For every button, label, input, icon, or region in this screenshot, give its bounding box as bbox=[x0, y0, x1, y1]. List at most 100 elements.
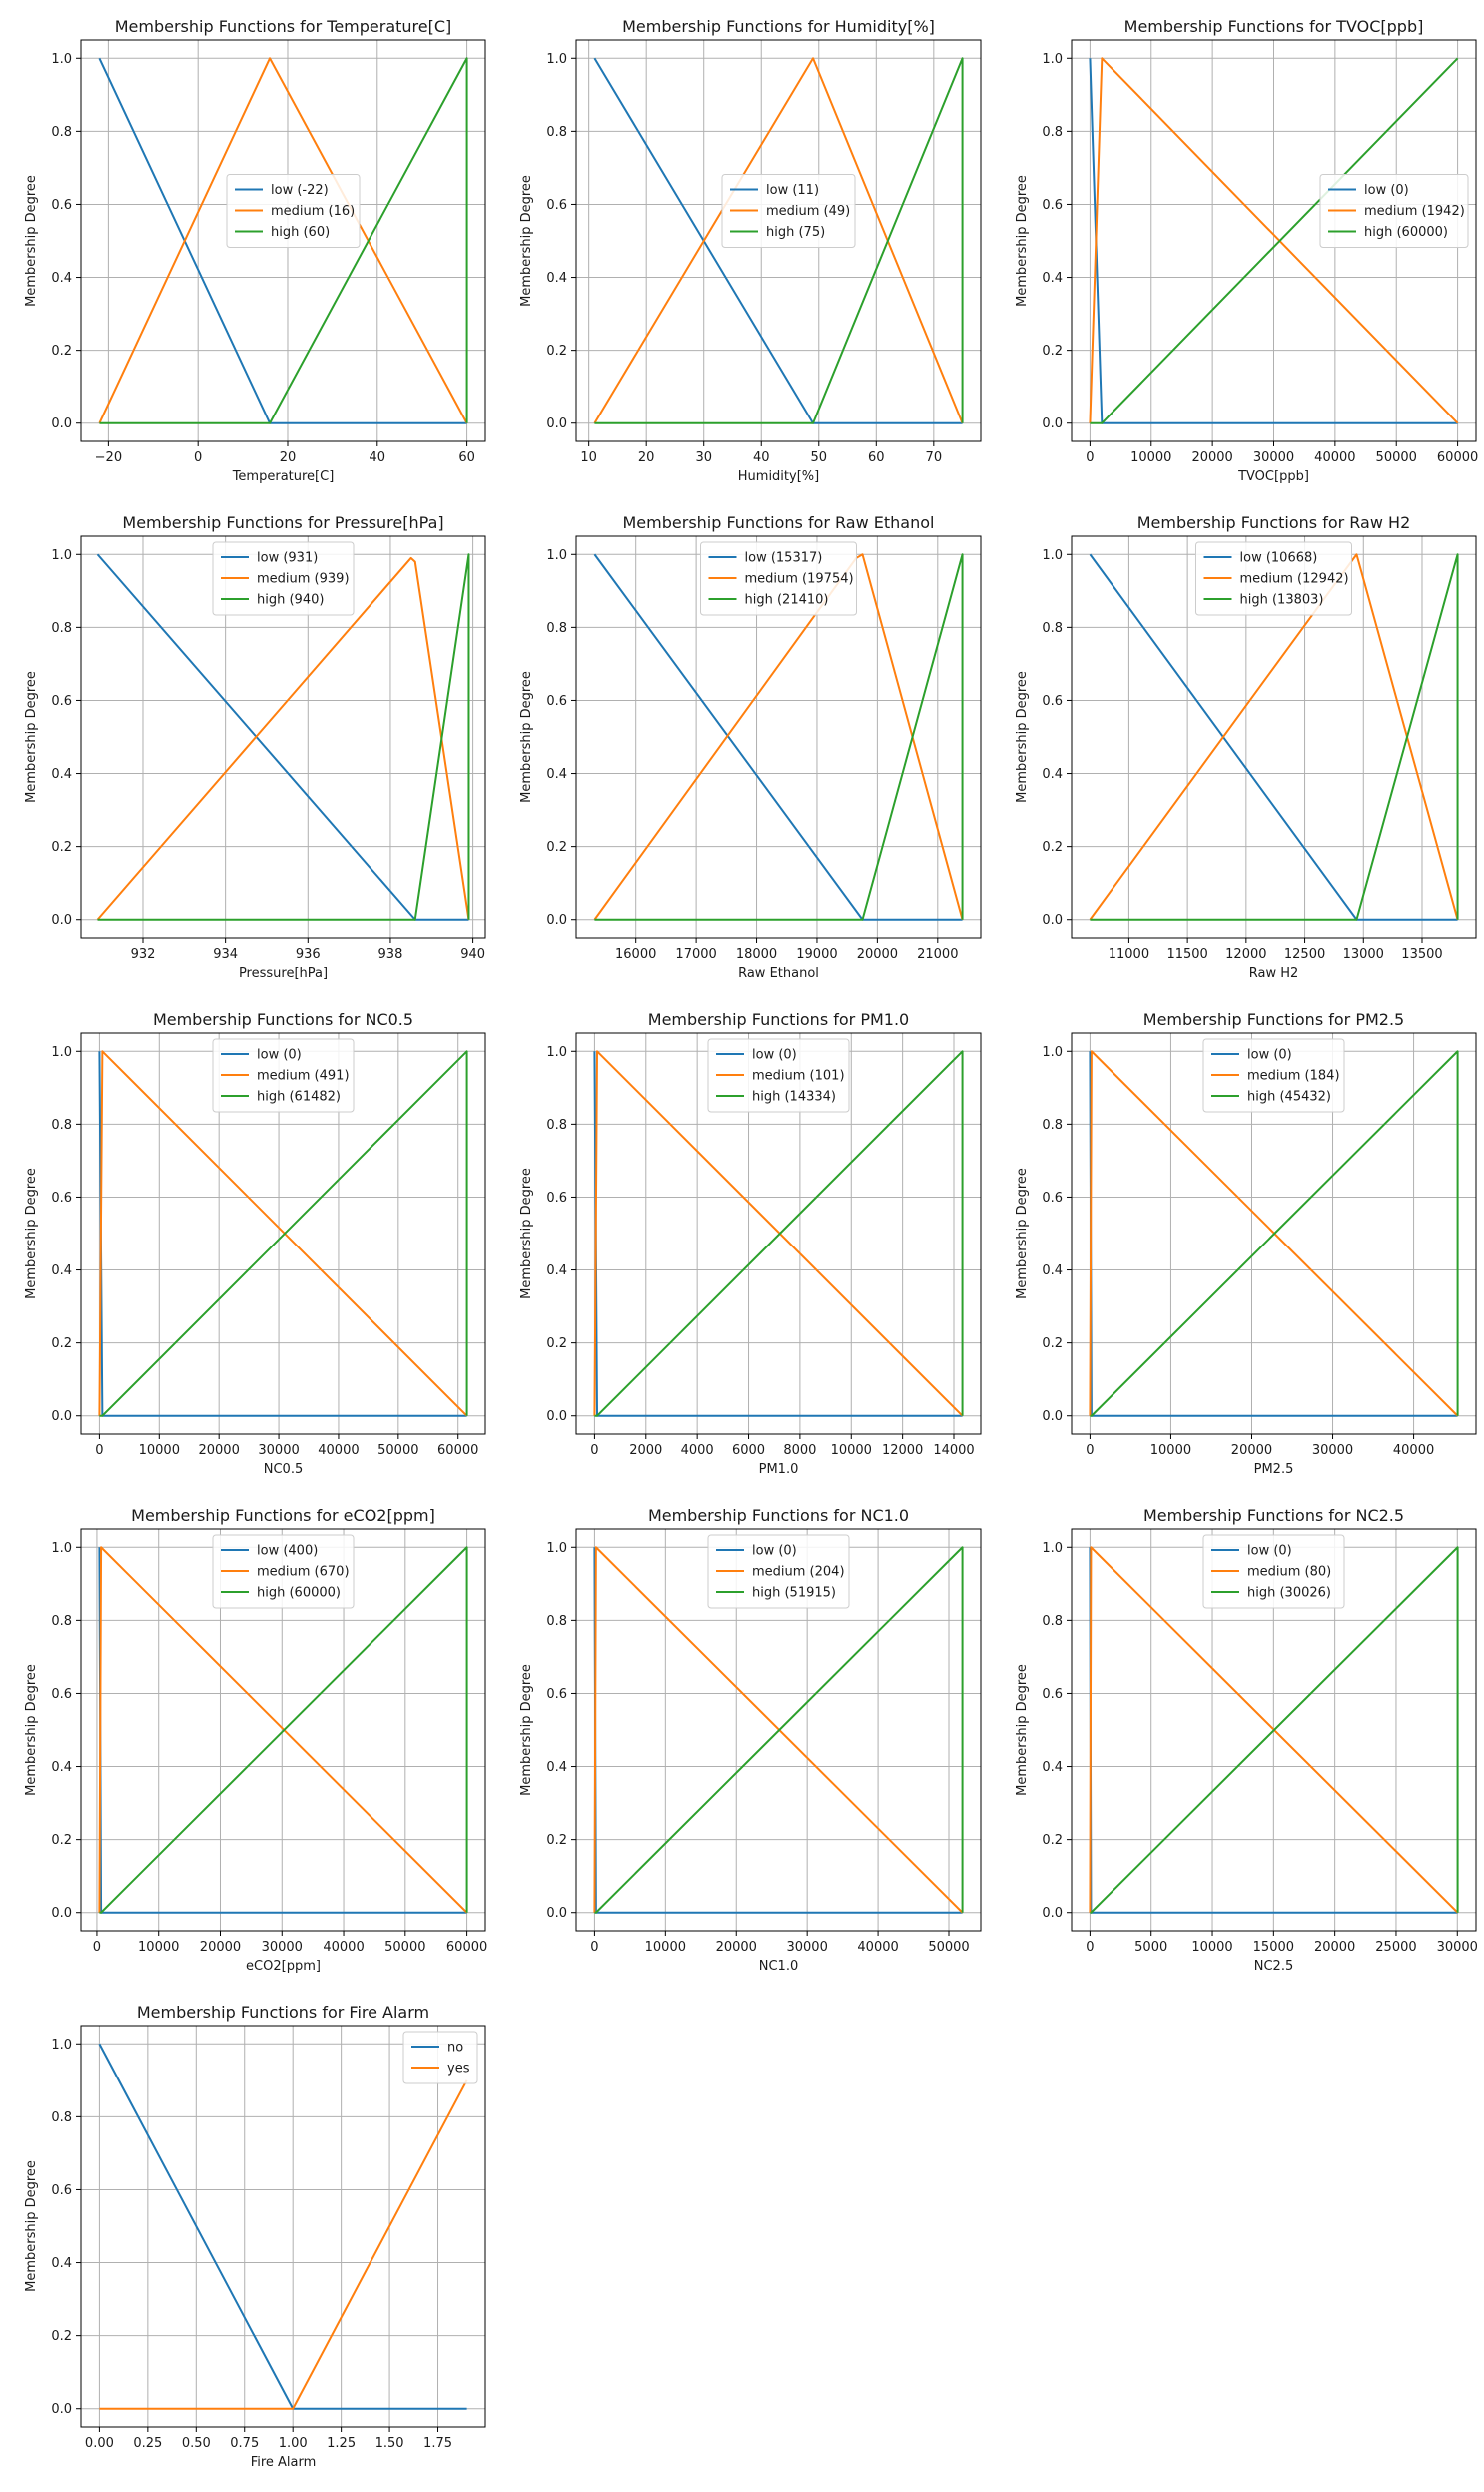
y-tick-label: 0.2 bbox=[51, 344, 72, 359]
legend-label: no bbox=[447, 2041, 463, 2056]
y-axis-label: Membership Degree bbox=[519, 1168, 534, 1299]
y-tick-label: 0.4 bbox=[1042, 1263, 1063, 1278]
x-axis-label: PM1.0 bbox=[759, 1462, 799, 1477]
series-line-2 bbox=[99, 2079, 468, 2410]
y-tick-label: 1.0 bbox=[51, 1045, 72, 1060]
x-tick-label: 20000 bbox=[1314, 1940, 1355, 1955]
y-tick-label: 0.6 bbox=[51, 694, 72, 709]
x-tick-label: 13500 bbox=[1401, 947, 1442, 962]
legend-label: low (-22) bbox=[271, 183, 329, 198]
axes-frame bbox=[80, 1032, 486, 1435]
legend: low (931) medium (939) high (940) bbox=[212, 541, 355, 616]
legend: low (0) medium (101) high (14334) bbox=[707, 1038, 850, 1113]
x-tick-label: 17000 bbox=[675, 947, 716, 962]
chart-title: Membership Functions for Pressure[hPa] bbox=[122, 513, 443, 532]
y-tick-label: 0.8 bbox=[51, 1118, 72, 1133]
y-tick-label: 0.2 bbox=[546, 840, 567, 855]
legend-box bbox=[1319, 174, 1469, 248]
x-tick-label: 0.25 bbox=[133, 2436, 162, 2451]
y-tick-label: 0.8 bbox=[1042, 1614, 1063, 1629]
x-tick-label: 30 bbox=[695, 450, 712, 465]
y-tick-label: 0.4 bbox=[1042, 271, 1063, 286]
legend-label: low (10668) bbox=[1240, 551, 1318, 566]
y-axis-label: Membership Degree bbox=[519, 671, 534, 803]
x-tick-label: −20 bbox=[95, 450, 122, 465]
y-tick-label: 0.6 bbox=[1042, 1687, 1063, 1702]
chart-title: Membership Functions for Fire Alarm bbox=[137, 2003, 429, 2022]
x-tick-label: 0 bbox=[1086, 1940, 1094, 1955]
chart-title: Membership Functions for PM1.0 bbox=[648, 1010, 909, 1029]
x-tick-label: 50000 bbox=[928, 1940, 969, 1955]
legend-label: medium (49) bbox=[766, 204, 850, 219]
series-line-1 bbox=[98, 2043, 467, 2410]
y-tick-label: 0.8 bbox=[1042, 621, 1063, 636]
y-tick-label: 0.0 bbox=[1042, 1906, 1063, 1921]
y-tick-label: 0.6 bbox=[546, 198, 567, 213]
y-axis-label: Membership Degree bbox=[24, 175, 39, 307]
legend: low (0) medium (491) high (61482) bbox=[212, 1038, 355, 1113]
legend-label: high (30026) bbox=[1247, 1586, 1331, 1601]
y-tick-label: 0.4 bbox=[1042, 1760, 1063, 1775]
x-tick-label: 932 bbox=[131, 947, 156, 962]
x-tick-label: 1.50 bbox=[375, 2436, 404, 2451]
y-tick-label: 0.4 bbox=[51, 2256, 72, 2271]
chart-panel-8: 0 2000 4000 6000 8000 10000 12000 14000 0.0 0.2 0.… bbox=[519, 1010, 982, 1477]
legend-label: medium (670) bbox=[257, 1565, 350, 1580]
y-axis-label: Membership Degree bbox=[1015, 175, 1030, 307]
legend-box bbox=[226, 174, 361, 248]
chart-panel-10: 0 10000 20000 30000 40000 50000 60000 0.0 0.2 0.4… bbox=[24, 1506, 487, 1974]
x-tick-label: 15000 bbox=[1253, 1940, 1294, 1955]
chart-title: Membership Functions for NC0.5 bbox=[153, 1010, 413, 1029]
x-axis-label: TVOC[ppb] bbox=[1237, 469, 1309, 484]
y-tick-label: 0.2 bbox=[51, 840, 72, 855]
x-tick-label: 50000 bbox=[384, 1940, 425, 1955]
y-tick-label: 0.0 bbox=[51, 1906, 72, 1921]
x-tick-label: 40000 bbox=[318, 1443, 359, 1458]
y-tick-label: 0.4 bbox=[546, 271, 567, 286]
x-axis-label: Raw H2 bbox=[1249, 966, 1299, 981]
chart-title: Membership Functions for NC2.5 bbox=[1143, 1506, 1404, 1525]
legend-label: medium (1942) bbox=[1364, 204, 1465, 219]
y-tick-label: 0.8 bbox=[1042, 1118, 1063, 1133]
y-tick-label: 0.8 bbox=[546, 1118, 567, 1133]
x-tick-label: 6000 bbox=[732, 1443, 765, 1458]
legend-label: yes bbox=[447, 2062, 470, 2077]
series-line-3 bbox=[1090, 553, 1459, 921]
axes-frame bbox=[575, 1528, 982, 1932]
series-line-2 bbox=[1089, 553, 1459, 921]
axes-frame bbox=[80, 39, 486, 442]
x-tick-label: 10000 bbox=[138, 1940, 179, 1955]
x-tick-label: 11000 bbox=[1109, 947, 1149, 962]
axes-frame bbox=[80, 2025, 486, 2428]
y-tick-label: 0.4 bbox=[51, 271, 72, 286]
x-tick-label: 0 bbox=[194, 450, 202, 465]
x-axis-label: Humidity[%] bbox=[738, 469, 819, 484]
legend-label: high (45432) bbox=[1247, 1090, 1331, 1105]
series-line-3 bbox=[97, 553, 470, 921]
y-axis-label: Membership Degree bbox=[519, 175, 534, 307]
x-tick-label: 5000 bbox=[1134, 1940, 1167, 1955]
x-tick-label: 13000 bbox=[1343, 947, 1384, 962]
y-tick-label: 0.4 bbox=[51, 1263, 72, 1278]
legend: low (-22) medium (16) high (60) bbox=[226, 174, 361, 248]
legend-label: low (0) bbox=[1247, 1544, 1292, 1559]
legend: no yes bbox=[402, 2031, 478, 2084]
y-tick-label: 0.6 bbox=[1042, 694, 1063, 709]
series-line-2 bbox=[98, 1546, 468, 1914]
series-line-2 bbox=[1089, 57, 1459, 424]
chart-title: Membership Functions for PM2.5 bbox=[1143, 1010, 1404, 1029]
chart-title: Membership Functions for eCO2[ppm] bbox=[131, 1506, 435, 1525]
x-tick-label: 20000 bbox=[198, 1443, 239, 1458]
x-tick-label: 30000 bbox=[1437, 1940, 1478, 1955]
y-tick-label: 0.2 bbox=[546, 1336, 567, 1351]
y-tick-label: 0.4 bbox=[1042, 767, 1063, 782]
x-tick-label: 20 bbox=[638, 450, 655, 465]
x-tick-label: 60 bbox=[868, 450, 885, 465]
x-tick-label: 18000 bbox=[736, 947, 777, 962]
legend-label: low (931) bbox=[257, 551, 318, 566]
x-tick-label: 0 bbox=[95, 1443, 103, 1458]
legend: low (0) medium (184) high (45432) bbox=[1202, 1038, 1345, 1113]
x-tick-label: 20000 bbox=[857, 947, 898, 962]
axes-frame bbox=[1071, 535, 1477, 939]
series-line-3 bbox=[594, 1050, 964, 1417]
